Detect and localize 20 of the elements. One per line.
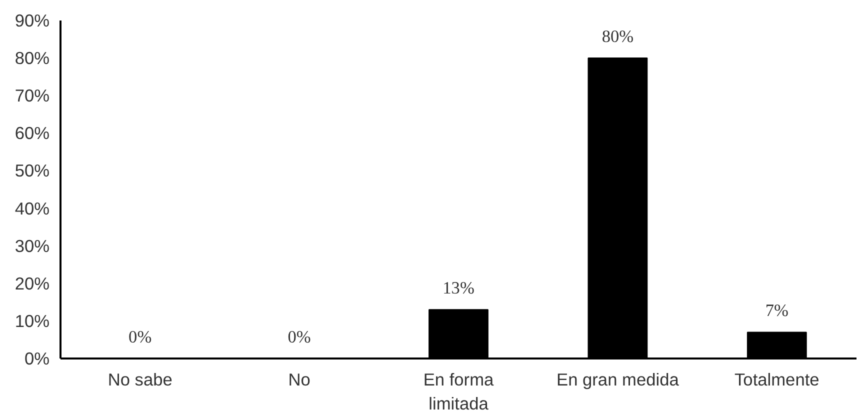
x-tick-label: No [288, 370, 310, 390]
y-tick-label: 40% [14, 198, 50, 218]
x-tick-label: En gran medida [556, 370, 680, 390]
data-label: 7% [765, 301, 788, 320]
y-tick-label: 30% [14, 236, 50, 256]
x-tick-label: En forma limitada [423, 370, 494, 414]
data-label: 80% [602, 27, 634, 46]
y-tick-label: 0% [24, 348, 50, 368]
y-tick-label: 90% [14, 10, 50, 30]
y-tick-label: 20% [14, 273, 50, 294]
x-tick-label: No sabe [108, 370, 172, 390]
data-label: 13% [442, 278, 474, 298]
data-label: 0% [288, 328, 311, 346]
y-tick-label: 60% [14, 123, 50, 144]
y-tick-label: 70% [14, 86, 50, 106]
y-tick-label: 50% [14, 160, 50, 181]
x-tick-label: Totalmente [734, 370, 820, 390]
y-tick-label: 80% [14, 48, 50, 68]
data-label: 0% [128, 328, 152, 346]
y-tick-label: 10% [14, 310, 50, 331]
